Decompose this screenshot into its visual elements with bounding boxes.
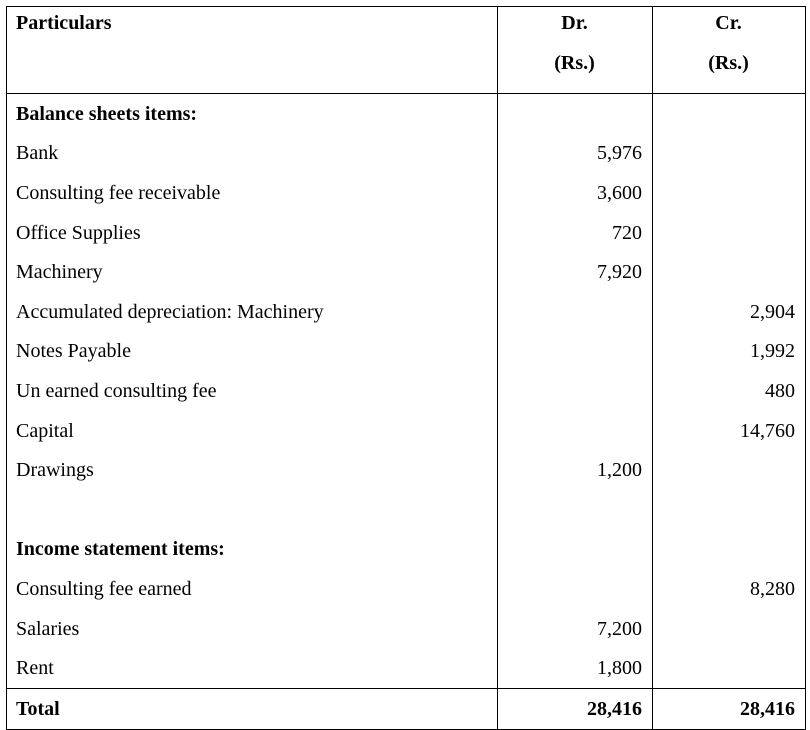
row-label bbox=[6, 489, 498, 530]
table-row: Notes Payable 1,992 bbox=[6, 331, 806, 372]
row-cr bbox=[652, 173, 806, 213]
row-label: Machinery bbox=[6, 252, 498, 292]
table-row: Un earned consulting fee 480 bbox=[6, 371, 806, 411]
row-dr: 720 bbox=[497, 212, 653, 253]
cr-label: Cr. bbox=[715, 12, 742, 34]
row-label: Balance sheets items: bbox=[6, 93, 498, 134]
row-dr: 5,976 bbox=[497, 133, 653, 174]
dr-unit: (Rs.) bbox=[554, 52, 595, 74]
row-cr bbox=[652, 133, 806, 174]
row-dr: 7,200 bbox=[497, 608, 653, 649]
row-dr bbox=[497, 529, 653, 570]
table-row: Bank 5,976 bbox=[6, 133, 806, 174]
table-row: Office Supplies 720 bbox=[6, 212, 806, 253]
dr-label: Dr. bbox=[561, 12, 588, 34]
row-cr: 8,280 bbox=[652, 569, 806, 609]
row-label: Salaries bbox=[6, 608, 498, 649]
row-dr: 1,800 bbox=[497, 648, 653, 689]
table-row: Consulting fee receivable 3,600 bbox=[6, 173, 806, 213]
section-row: Income statement items: bbox=[6, 529, 806, 570]
total-row: Total 28,416 28,416 bbox=[6, 687, 806, 730]
total-label: Total bbox=[6, 687, 498, 730]
row-cr bbox=[652, 608, 806, 649]
row-label: Income statement items: bbox=[6, 529, 498, 570]
row-cr bbox=[652, 529, 806, 570]
row-dr: 3,600 bbox=[497, 173, 653, 213]
row-label: Rent bbox=[6, 648, 498, 689]
row-label: Bank bbox=[6, 133, 498, 174]
row-cr bbox=[652, 450, 806, 490]
row-cr bbox=[652, 212, 806, 253]
row-dr bbox=[497, 93, 653, 134]
row-label: Drawings bbox=[6, 450, 498, 490]
table-row: Salaries 7,200 bbox=[6, 608, 806, 649]
row-dr bbox=[497, 489, 653, 530]
row-dr: 1,200 bbox=[497, 450, 653, 490]
row-dr: 7,920 bbox=[497, 252, 653, 292]
row-cr bbox=[652, 489, 806, 530]
row-label: Un earned consulting fee bbox=[6, 371, 498, 411]
row-cr bbox=[652, 648, 806, 689]
row-dr bbox=[497, 371, 653, 411]
header-dr: Dr. (Rs.) bbox=[497, 6, 653, 94]
trial-balance-table: Particulars Dr. (Rs.) Cr. (Rs.) Balance sh… bbox=[6, 6, 806, 730]
total-cr: 28,416 bbox=[652, 687, 806, 730]
table-row: Capital 14,760 bbox=[6, 410, 806, 451]
row-cr: 480 bbox=[652, 371, 806, 411]
row-cr: 14,760 bbox=[652, 410, 806, 451]
row-label: Accumulated depreciation: Machinery bbox=[6, 291, 498, 332]
row-dr bbox=[497, 569, 653, 609]
row-cr: 1,992 bbox=[652, 331, 806, 372]
row-cr bbox=[652, 93, 806, 134]
row-cr bbox=[652, 252, 806, 292]
header-particulars: Particulars bbox=[6, 6, 498, 94]
table-row: Drawings 1,200 bbox=[6, 450, 806, 490]
row-cr: 2,904 bbox=[652, 291, 806, 332]
table-row bbox=[6, 489, 806, 530]
row-dr bbox=[497, 331, 653, 372]
table-row: Consulting fee earned 8,280 bbox=[6, 569, 806, 609]
table-row: Rent 1,800 bbox=[6, 648, 806, 689]
section-row: Balance sheets items: bbox=[6, 93, 806, 134]
row-dr bbox=[497, 291, 653, 332]
row-label: Consulting fee receivable bbox=[6, 173, 498, 213]
row-label: Capital bbox=[6, 410, 498, 451]
row-label: Consulting fee earned bbox=[6, 569, 498, 609]
cr-unit: (Rs.) bbox=[708, 52, 749, 74]
row-dr bbox=[497, 410, 653, 451]
header-cr: Cr. (Rs.) bbox=[652, 6, 806, 94]
row-label: Office Supplies bbox=[6, 212, 498, 253]
table-header: Particulars Dr. (Rs.) Cr. (Rs.) bbox=[6, 6, 806, 94]
table-row: Accumulated depreciation: Machinery 2,904 bbox=[6, 291, 806, 332]
total-dr: 28,416 bbox=[497, 687, 653, 730]
table-row: Machinery 7,920 bbox=[6, 252, 806, 292]
row-label: Notes Payable bbox=[6, 331, 498, 372]
